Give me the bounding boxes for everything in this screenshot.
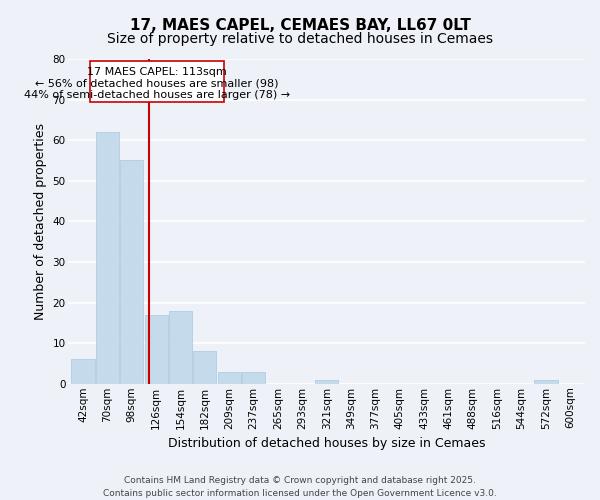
Text: Size of property relative to detached houses in Cemaes: Size of property relative to detached ho… bbox=[107, 32, 493, 46]
Text: ← 56% of detached houses are smaller (98): ← 56% of detached houses are smaller (98… bbox=[35, 78, 278, 88]
Bar bbox=[218, 372, 241, 384]
Text: 17 MAES CAPEL: 113sqm: 17 MAES CAPEL: 113sqm bbox=[87, 68, 227, 78]
Bar bbox=[535, 380, 557, 384]
Text: 17, MAES CAPEL, CEMAES BAY, LL67 0LT: 17, MAES CAPEL, CEMAES BAY, LL67 0LT bbox=[130, 18, 470, 32]
Text: 44% of semi-detached houses are larger (78) →: 44% of semi-detached houses are larger (… bbox=[24, 90, 290, 100]
Bar bbox=[145, 315, 168, 384]
FancyBboxPatch shape bbox=[90, 61, 224, 102]
Y-axis label: Number of detached properties: Number of detached properties bbox=[34, 123, 47, 320]
Bar bbox=[242, 372, 265, 384]
Bar bbox=[169, 310, 192, 384]
X-axis label: Distribution of detached houses by size in Cemaes: Distribution of detached houses by size … bbox=[168, 437, 485, 450]
Text: Contains HM Land Registry data © Crown copyright and database right 2025.
Contai: Contains HM Land Registry data © Crown c… bbox=[103, 476, 497, 498]
Bar bbox=[193, 352, 217, 384]
Bar bbox=[96, 132, 119, 384]
Bar bbox=[120, 160, 143, 384]
Bar bbox=[71, 360, 95, 384]
Bar bbox=[315, 380, 338, 384]
